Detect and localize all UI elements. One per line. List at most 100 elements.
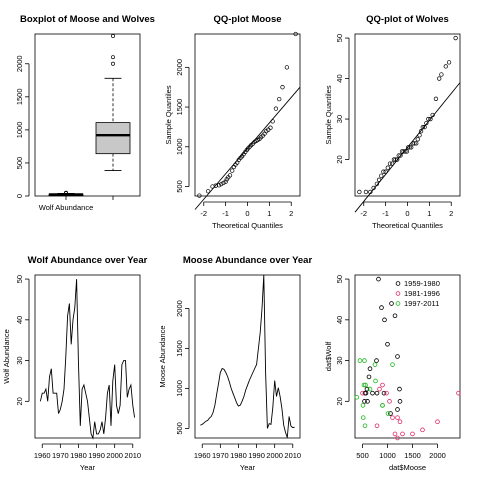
panel-title: Wolf Abundance over Year: [28, 255, 148, 266]
qq-point: [415, 137, 420, 142]
scatter-point: [384, 390, 389, 396]
x-tick-label: 2000: [106, 451, 123, 460]
x-tick-label: -2: [360, 209, 367, 218]
scatter-point: [373, 378, 378, 384]
scatter-point: [397, 419, 403, 425]
y-tick-label: 1500: [175, 99, 184, 116]
qq-point: [390, 161, 395, 166]
scatter-point: [360, 390, 365, 396]
qq-point: [273, 106, 279, 111]
scatter-point: [374, 390, 380, 396]
scatter-point: [400, 431, 405, 437]
y-axis-label: dat$Wolf: [324, 341, 333, 371]
series-line: [200, 274, 295, 438]
qq-point: [357, 189, 362, 195]
y-tick-label: 20: [335, 397, 344, 405]
scatter-point: [395, 415, 400, 420]
qq-point: [268, 125, 273, 130]
y-tick-label: 2000: [175, 300, 184, 317]
scatter-point: [374, 423, 380, 429]
x-tick-label: 2000: [266, 451, 283, 460]
qq-point: [404, 149, 409, 154]
scatter-point: [397, 386, 402, 392]
x-tick-label: 1990: [88, 451, 105, 460]
legend-marker: [395, 301, 401, 306]
scatter-point: [370, 390, 375, 396]
scatter-point: [357, 358, 363, 363]
x-tick-label: 1970: [52, 451, 69, 460]
qq-point: [216, 183, 222, 188]
qq-point: [428, 116, 433, 122]
qq-point: [395, 157, 400, 162]
qq-point: [379, 173, 384, 178]
qq-point: [385, 165, 390, 170]
scatter-point: [366, 374, 372, 380]
scatter-point: [362, 423, 368, 429]
qq-point: [398, 153, 403, 158]
y-tick-label: 30: [335, 356, 344, 364]
x-tick-label: -1: [222, 209, 229, 218]
x-axis-label: dat$Moose: [389, 463, 426, 472]
qq-point: [293, 31, 298, 37]
scatter-point: [385, 411, 391, 416]
x-tick-label: 1960: [34, 451, 51, 460]
y-tick-label: 2000: [15, 55, 24, 72]
qq-point: [227, 173, 233, 178]
box-outlier: [111, 61, 115, 66]
scatter-point: [361, 382, 367, 388]
y-tick-label: 1500: [15, 88, 24, 105]
x-axis-label: Theoretical Quantiles: [372, 221, 443, 230]
x-tick-label: 2000: [429, 451, 446, 460]
scatter-point: [395, 354, 400, 359]
x-tick-label: 1980: [70, 451, 87, 460]
legend-marker: [395, 281, 401, 286]
qq-point: [422, 124, 427, 130]
qq-point: [280, 85, 285, 90]
qq-point: [453, 35, 458, 41]
scatter-point: [374, 358, 379, 363]
scatter-point: [362, 358, 367, 363]
y-tick-label: 1000: [15, 122, 24, 139]
qq-point: [446, 60, 452, 65]
qq-point: [439, 72, 444, 77]
qq-point: [437, 76, 442, 81]
scatter-point: [372, 362, 378, 367]
plot-frame: [34, 274, 141, 439]
panel-title: QQ-plot of Wolves: [366, 14, 449, 25]
scatter-point: [365, 399, 370, 404]
qq-point: [430, 112, 435, 118]
qq-point: [407, 145, 412, 150]
y-tick-label: 500: [175, 422, 184, 435]
scatter-point: [376, 276, 381, 282]
scatter-point: [410, 431, 415, 437]
x-axis-label: Year: [240, 463, 256, 472]
qq-point: [205, 189, 211, 194]
x-tick-label: 1: [427, 209, 431, 218]
box-iqr: [95, 122, 131, 155]
qq-point: [219, 181, 224, 187]
y-tick-label: 500: [175, 180, 184, 193]
y-tick-label: 40: [335, 74, 344, 82]
x-tick-label: 2010: [284, 451, 301, 460]
qq-point: [383, 169, 388, 174]
x-tick-label: 2: [449, 209, 453, 218]
y-tick-label: 2000: [175, 59, 184, 76]
plot-frame: [194, 274, 301, 439]
plot-frame: [354, 274, 461, 439]
plot-frame: [194, 33, 301, 197]
x-tick-label: 1960: [194, 451, 211, 460]
x-tick-label: 2: [289, 209, 293, 218]
scatter-point: [367, 386, 373, 392]
scatter-point: [354, 394, 360, 400]
scatter-point: [387, 399, 392, 404]
qq-point: [403, 149, 408, 154]
qq-point: [221, 180, 226, 186]
qq-point: [230, 168, 235, 173]
series-line: [39, 279, 136, 440]
legend-label: 1997-2011: [404, 299, 439, 308]
x-tick-label: 1970: [212, 451, 229, 460]
x-tick-label: 1980: [230, 451, 247, 460]
qq-point: [417, 133, 422, 138]
y-tick-label: 20: [335, 155, 344, 163]
